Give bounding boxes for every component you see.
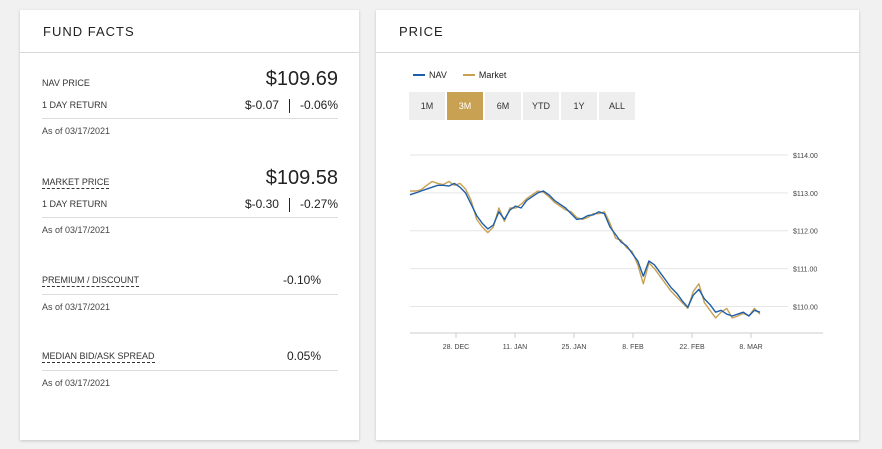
market-as-of: As of 03/17/2021 [42, 225, 111, 235]
nav-price-value: $109.69 [265, 68, 338, 90]
fund-facts-card: FUND FACTS NAV PRICE $109.69 1 DAY RETUR… [20, 10, 359, 440]
premium-discount-label[interactable]: PREMIUM / DISCOUNT [42, 275, 140, 287]
nav-return: $-0.07 -0.06% [245, 98, 338, 113]
y-tick-label: $114.00 [793, 153, 818, 160]
nav-return-abs: $-0.07 [244, 98, 279, 112]
nav-as-of: As of 03/17/2021 [42, 126, 111, 136]
premium-discount-value: -0.10% [283, 273, 322, 287]
legend-label: Market [478, 70, 507, 80]
divider [42, 294, 338, 295]
market-return-pct: -0.27% [299, 197, 338, 211]
nav-price-label: NAV PRICE [42, 78, 90, 88]
divider [288, 197, 290, 212]
market-price-value: $109.58 [265, 167, 338, 189]
premium-section: PREMIUM / DISCOUNT -0.10% As of 03/17/20… [42, 265, 338, 325]
series-line-market [410, 180, 761, 319]
legend-label: NAV [429, 70, 447, 80]
x-tick-label: 8. MAR [739, 344, 762, 351]
fund-facts-title: FUND FACTS [20, 10, 359, 53]
market-price-label[interactable]: MARKET PRICE [42, 177, 110, 189]
market-return-label: 1 DAY RETURN [42, 199, 108, 209]
y-tick-label: $112.00 [793, 229, 818, 236]
y-tick-label: $110.00 [793, 304, 818, 311]
market-return: $-0.30 -0.27% [245, 197, 338, 212]
legend-swatch [413, 74, 425, 76]
price-chart[interactable]: $114.00 $113.00 $112.00 $111.00 $110.00 28. D… [376, 140, 859, 380]
range-button-1m[interactable]: 1M [409, 92, 445, 120]
bid-ask-spread-label[interactable]: MEDIAN BID/ASK SPREAD [42, 351, 155, 363]
premium-as-of: As of 03/17/2021 [42, 302, 111, 312]
legend-nav[interactable]: NAV [413, 70, 447, 80]
divider [42, 217, 338, 218]
y-tick-label: $111.00 [793, 267, 817, 274]
x-tick-label: 25. JAN [562, 344, 587, 351]
price-title: PRICE [376, 10, 859, 53]
range-selector: 1M 3M 6M YTD 1Y ALL [409, 92, 635, 120]
divider [42, 118, 338, 119]
x-tick-label: 28. DEC [443, 344, 469, 351]
nav-return-pct: -0.06% [299, 98, 338, 112]
x-tick-label: 22. FEB [679, 344, 705, 351]
spread-section: MEDIAN BID/ASK SPREAD 0.05% As of 03/17/… [42, 341, 338, 401]
y-tick-label: $113.00 [793, 191, 818, 198]
range-button-6m[interactable]: 6M [485, 92, 521, 120]
series-line-nav [409, 182, 761, 317]
range-button-3m[interactable]: 3M [447, 92, 483, 120]
spread-as-of: As of 03/17/2021 [42, 378, 111, 388]
bid-ask-spread-value: 0.05% [287, 349, 322, 363]
market-return-abs: $-0.30 [244, 197, 279, 211]
x-tick-label: 8. FEB [622, 344, 644, 351]
divider [288, 98, 290, 113]
nav-section: NAV PRICE $109.69 1 DAY RETURN $-0.07 -0.… [42, 62, 338, 150]
range-button-ytd[interactable]: YTD [523, 92, 559, 120]
chart-legend: NAV Market [413, 70, 506, 80]
legend-swatch [462, 74, 475, 76]
nav-return-label: 1 DAY RETURN [42, 100, 108, 110]
range-button-all[interactable]: ALL [599, 92, 635, 120]
legend-market[interactable]: Market [462, 70, 507, 80]
market-section: MARKET PRICE $109.58 1 DAY RETURN $-0.30… [42, 162, 338, 250]
price-card: PRICE NAV Market 1M 3M 6M YTD 1Y ALL $11… [376, 10, 859, 440]
range-button-1y[interactable]: 1Y [561, 92, 597, 120]
x-tick-label: 11. JAN [503, 344, 527, 351]
divider [42, 370, 338, 371]
